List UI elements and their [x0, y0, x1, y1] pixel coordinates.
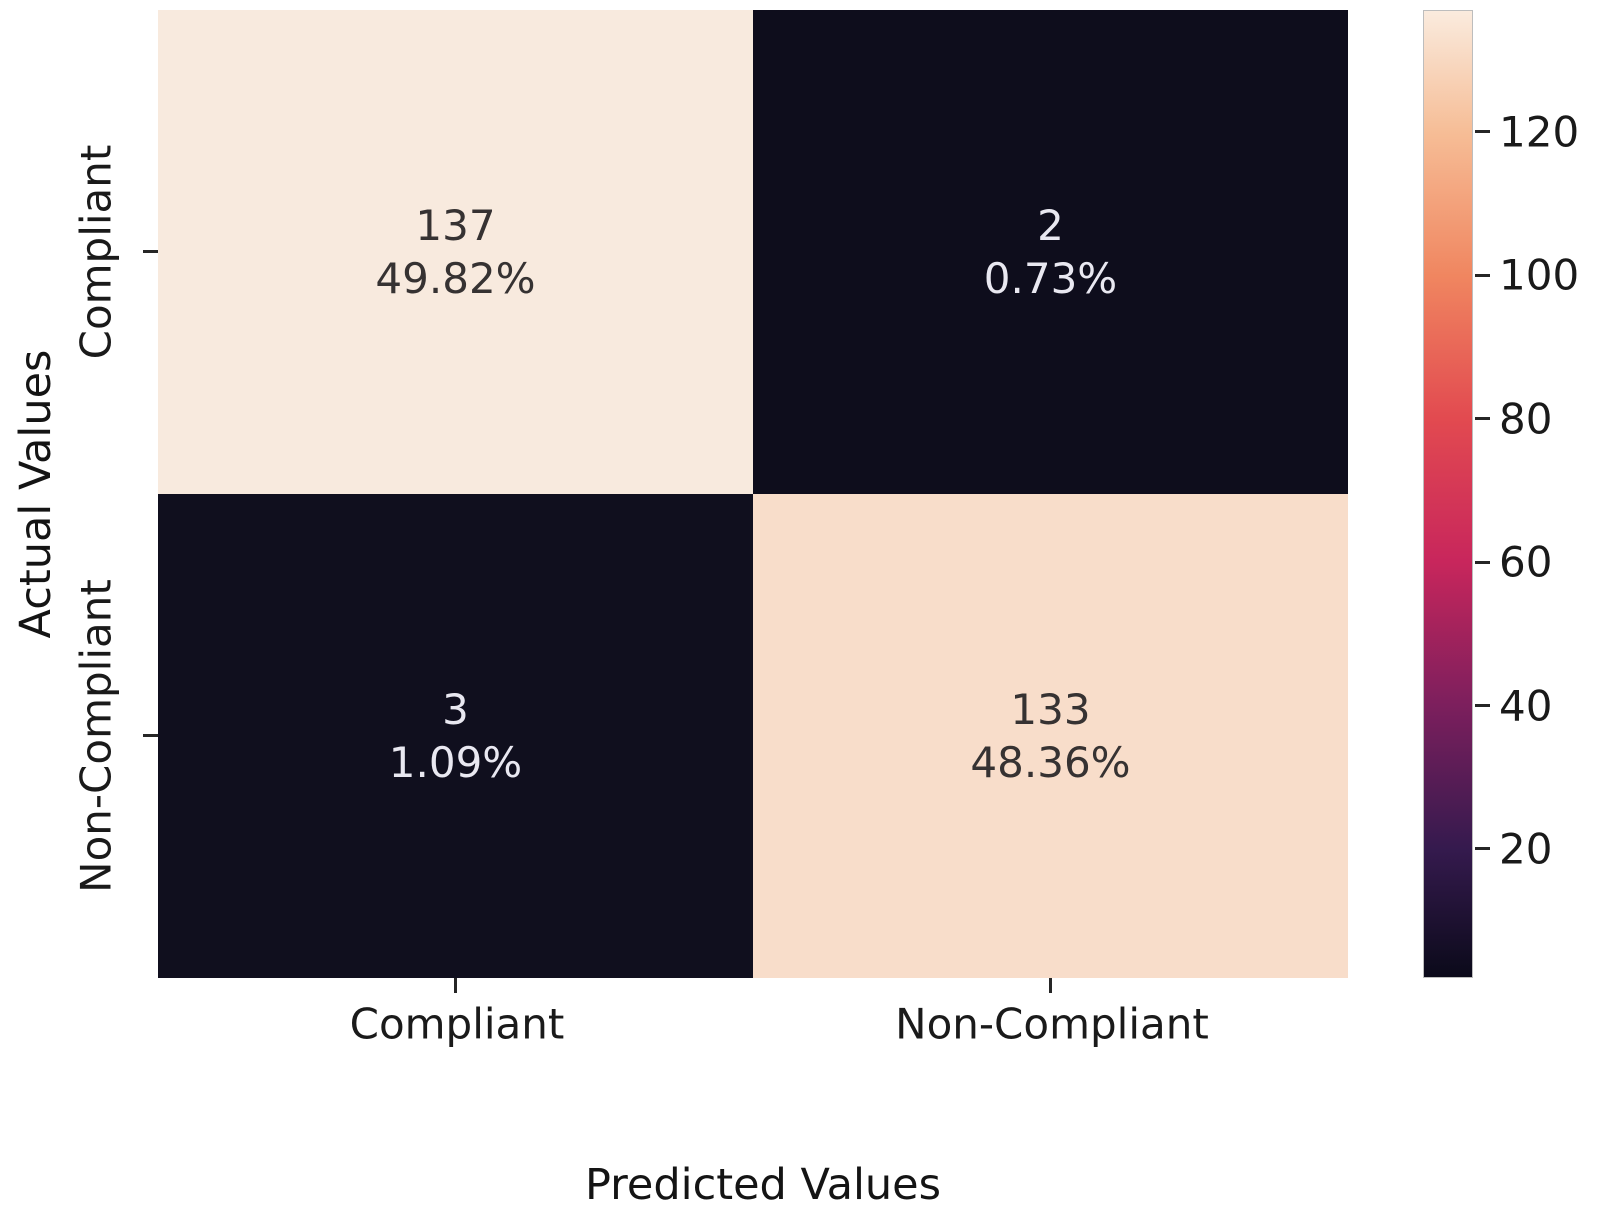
cell-count: 3	[442, 684, 469, 734]
colorbar-tick-mark	[1475, 847, 1490, 851]
cell-true-compliant: 137 49.82%	[158, 10, 753, 494]
colorbar-tick-label: 120	[1499, 107, 1580, 157]
x-tick-label-noncompliant: Non-Compliant	[895, 999, 1209, 1049]
colorbar-tick-label: 80	[1499, 394, 1553, 444]
x-tick-mark	[1049, 978, 1052, 993]
colorbar-tick-label: 40	[1499, 681, 1553, 731]
cell-false-compliant: 3 1.09%	[158, 494, 753, 978]
cell-true-noncompliant: 133 48.36%	[753, 494, 1348, 978]
cell-false-noncompliant: 2 0.73%	[753, 10, 1348, 494]
colorbar-tick-label: 60	[1499, 537, 1553, 587]
colorbar-tick-mark	[1475, 417, 1490, 421]
colorbar-tick-label: 20	[1499, 824, 1553, 874]
x-tick-label-compliant: Compliant	[349, 999, 565, 1049]
colorbar-tick-mark	[1475, 560, 1490, 564]
colorbar-tick-mark	[1475, 704, 1490, 708]
colorbar-tick-mark	[1475, 273, 1490, 277]
y-tick-mark	[143, 734, 158, 737]
y-tick-label-compliant: Compliant	[71, 144, 121, 360]
y-axis-label: Actual Values	[11, 349, 61, 639]
cell-percent: 0.73%	[983, 254, 1118, 303]
cell-percent: 48.36%	[970, 738, 1131, 787]
y-tick-label-noncompliant: Non-Compliant	[71, 579, 121, 893]
colorbar-tick-label: 100	[1499, 250, 1580, 300]
cell-percent: 1.09%	[388, 738, 523, 787]
heatmap-grid: 137 49.82% 2 0.73% 3 1.09% 133 48.36%	[158, 10, 1348, 978]
x-axis-label: Predicted Values	[584, 1160, 942, 1210]
colorbar-tick-mark	[1475, 130, 1490, 134]
cell-percent: 49.82%	[375, 254, 536, 303]
cell-count: 137	[415, 200, 496, 250]
colorbar	[1423, 10, 1473, 978]
x-tick-mark	[454, 978, 457, 993]
cell-count: 133	[1010, 684, 1091, 734]
cell-count: 2	[1037, 200, 1064, 250]
y-tick-mark	[143, 250, 158, 253]
